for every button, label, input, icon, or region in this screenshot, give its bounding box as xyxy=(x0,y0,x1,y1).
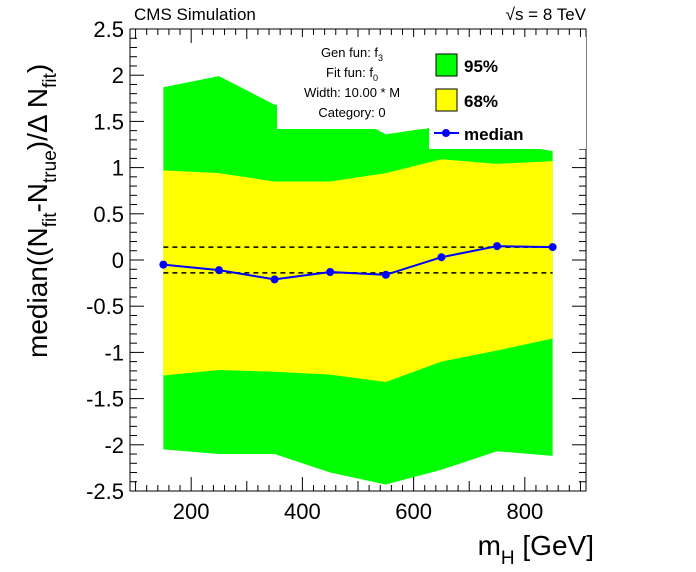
median-point xyxy=(159,260,168,269)
info-text: Gen fun: f3 Fit fun: f0 Width: 10.00 * M Ca… xyxy=(304,45,400,120)
median-point xyxy=(270,275,279,284)
legend-68-label: 68% xyxy=(464,92,498,111)
x-tick-label: 800 xyxy=(506,499,543,524)
x-tick-label: 200 xyxy=(173,499,210,524)
xlabel-sub: H xyxy=(501,548,515,569)
xlabel-main: m xyxy=(478,530,501,561)
y-tick-label: 1 xyxy=(112,156,124,181)
ylabel-part-0: median((N xyxy=(22,227,53,358)
ylabel-part-2: -N xyxy=(22,183,53,213)
y-tick-label: -2 xyxy=(104,433,124,458)
median-point xyxy=(548,243,557,252)
legend-median-marker xyxy=(442,129,450,137)
median-point xyxy=(326,268,335,277)
x-tick-label: 600 xyxy=(395,499,432,524)
legend-95-swatch xyxy=(435,53,458,77)
legend-median-label: median xyxy=(464,125,524,144)
median-series xyxy=(159,242,557,284)
header-right-rest: = 8 TeV xyxy=(523,5,586,24)
legend-95-label: 95% xyxy=(464,57,498,76)
median-point xyxy=(214,266,223,275)
info-line: Width: 10.00 * M xyxy=(304,85,400,100)
ylabel-part-4: )/Δ N xyxy=(22,88,53,150)
uncertainty-bands xyxy=(163,76,553,485)
ylabel-part-6: ) xyxy=(22,64,53,73)
info-line: Gen fun: f3 xyxy=(321,45,383,63)
median-point xyxy=(381,270,390,279)
band-68 xyxy=(163,159,553,382)
y-tick-label: 1.5 xyxy=(93,109,124,134)
y-tick-label: 2 xyxy=(112,63,124,88)
info-line: Category: 0 xyxy=(318,105,385,120)
y-axis-label: median((Nfit-Ntrue)/Δ Nfit) xyxy=(22,64,61,358)
header-left: CMS Simulation xyxy=(134,5,256,24)
y-tick-label: -1 xyxy=(104,340,124,365)
info-box xyxy=(277,37,427,129)
ylabel-part-1: fit xyxy=(40,212,61,228)
y-tick-label: 2.5 xyxy=(93,17,124,42)
y-tick-label: 0.5 xyxy=(93,202,124,227)
y-tick-label: -1.5 xyxy=(86,387,124,412)
y-tick-label: 0 xyxy=(112,248,124,273)
x-tick-label: 400 xyxy=(284,499,321,524)
legend-68-swatch xyxy=(435,88,458,112)
median-point xyxy=(493,242,502,251)
xlabel-unit: [GeV] xyxy=(515,530,594,561)
info-line: Fit fun: f0 xyxy=(326,65,378,83)
ylabel-part-3: true xyxy=(40,150,61,183)
y-tick-label: -2.5 xyxy=(86,479,124,504)
median-line xyxy=(163,245,553,281)
x-axis-label: mH [GeV] xyxy=(478,530,594,569)
median-point xyxy=(437,253,446,262)
header-right-sqrt: √s xyxy=(506,5,524,24)
axes: 2.5 2 1.5 1 0.5 0 -0.5 -1 -1.5 -2 -2.5 200 400 600 800 xyxy=(86,17,586,524)
ylabel-part-5: fit xyxy=(40,72,61,88)
y-tick-label: -0.5 xyxy=(86,294,124,319)
legend: 95% 68% median xyxy=(434,53,524,144)
header-right: √s = 8 TeV xyxy=(506,5,587,24)
